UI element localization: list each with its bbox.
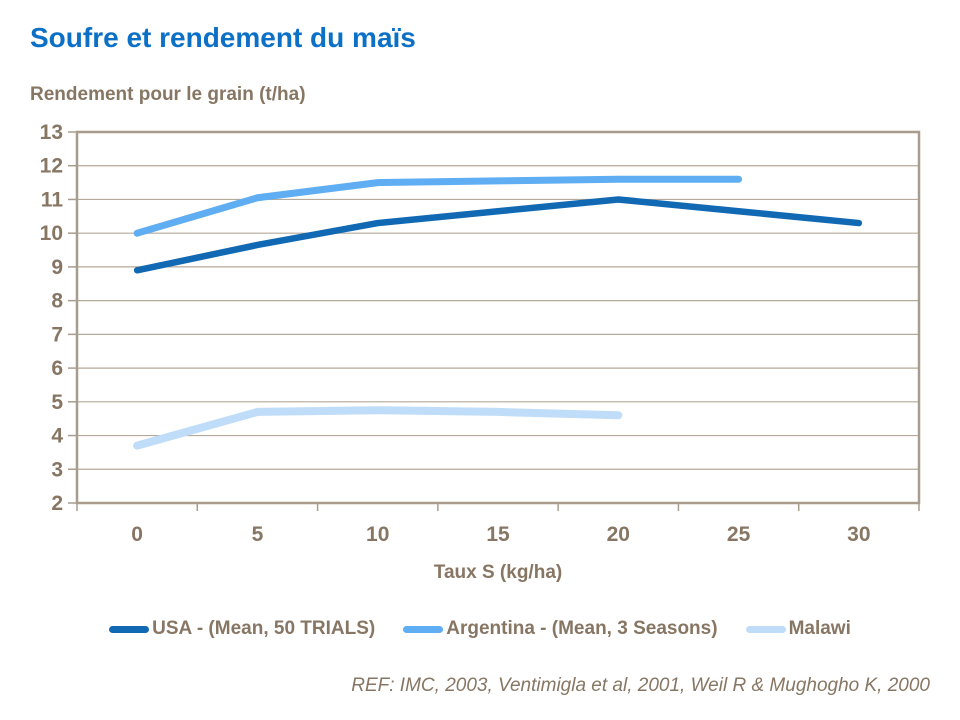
x-tick-label: 30	[847, 523, 870, 546]
x-axis-title: Taux S (kg/ha)	[433, 562, 563, 583]
y-tick-label: 8	[51, 290, 63, 313]
y-tick-label: 5	[51, 391, 63, 414]
y-axis-title: Rendement pour le grain (t/ha)	[30, 84, 306, 105]
legend-label-usa: USA - (Mean, 50 TRIALS)	[152, 618, 376, 639]
y-tick-label: 6	[51, 357, 63, 380]
series-line-1	[133, 196, 863, 274]
x-tick-label: 5	[252, 523, 264, 546]
legend-swatch-malawi	[745, 625, 786, 633]
legend-item-usa: USA - (Mean, 50 TRIALS)	[109, 618, 375, 640]
series-line-3	[133, 406, 623, 450]
x-tick-label: 10	[366, 523, 389, 546]
legend-item-malawi: Malawi	[745, 618, 851, 640]
x-tick-label: 20	[607, 523, 630, 546]
chart-legend: USA - (Mean, 50 TRIALS) Argentina - (Mea…	[0, 618, 960, 640]
x-tick-label: 15	[486, 523, 510, 546]
series-line-2	[133, 175, 743, 237]
slide-title: Soufre et rendement du maïs	[30, 22, 416, 53]
y-tick-label: 2	[51, 492, 63, 515]
y-tick-label: 13	[40, 121, 63, 144]
y-tick-label: 3	[51, 458, 63, 481]
x-tick-label: 0	[131, 523, 143, 546]
legend-swatch-usa	[109, 625, 150, 633]
y-tick-label: 11	[41, 188, 64, 211]
y-tick-label: 7	[51, 323, 63, 346]
y-tick-label: 12	[40, 155, 63, 178]
x-tick-label: 25	[727, 523, 751, 546]
legend-item-argentina: Argentina - (Mean, 3 Seasons)	[403, 618, 718, 640]
y-tick-label: 10	[40, 222, 63, 245]
reference-text: REF: IMC, 2003, Ventimigla et al, 2001, …	[351, 675, 930, 696]
y-tick-label: 9	[51, 256, 63, 279]
legend-label-malawi: Malawi	[788, 618, 851, 639]
y-tick-label: 4	[51, 425, 63, 448]
legend-swatch-argentina	[403, 625, 444, 633]
legend-label-argentina: Argentina - (Mean, 3 Seasons)	[446, 618, 718, 639]
